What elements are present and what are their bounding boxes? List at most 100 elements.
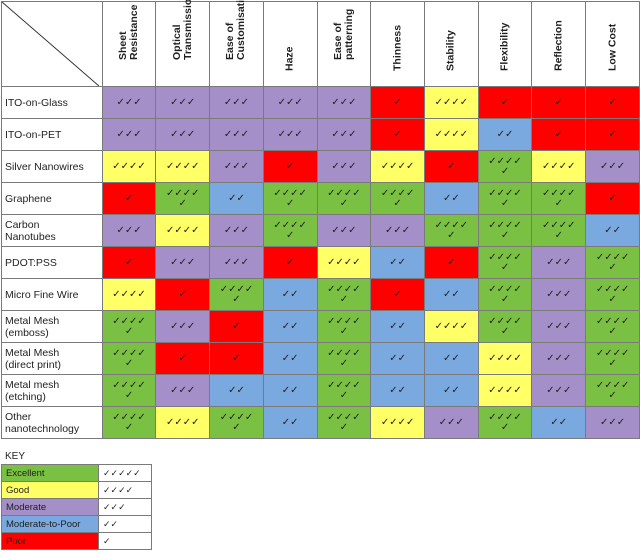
rating-cell: ✓✓ [423,342,479,375]
rating-cell: ✓ [531,118,587,151]
rating-cell: ✓✓✓ [531,374,587,407]
rating-cell: ✓✓✓ [531,310,587,343]
rating-cell: ✓ [370,86,425,119]
rating-cell: ✓✓✓✓ ✓ [101,342,157,375]
table-row: Silver Nanowires ✓✓✓✓ ✓✓✓✓ ✓✓✓ ✓ ✓✓✓ ✓✓✓✓ ✓ ✓✓✓✓… [1,150,640,183]
column-header: Haze [262,1,318,87]
rating-cell: ✓✓✓ [101,214,157,247]
rating-cell: ✓✓✓✓ ✓ [585,374,640,407]
rating-cell: ✓ [262,150,318,183]
rating-cell: ✓✓ [262,278,318,311]
rating-cell: ✓✓ [370,374,425,407]
rating-cell: ✓ [209,310,264,343]
rating-cell: ✓ [370,278,425,311]
rating-cell: ✓✓ [585,214,640,247]
rating-cell: ✓ [262,246,318,279]
rating-cell: ✓✓✓✓ ✓ [316,374,372,407]
rating-cell: ✓✓✓✓ ✓ [101,310,157,343]
rating-cell: ✓✓✓ [209,150,264,183]
table-row: ITO-on-PET ✓✓✓ ✓✓✓ ✓✓✓ ✓✓✓ ✓✓✓ ✓ ✓✓✓✓ ✓✓ ✓ ✓ [1,118,640,151]
key-row: Good ✓✓✓✓ [1,481,152,499]
row-label: PDOT:PSS [1,246,103,279]
rating-cell: ✓✓ [262,374,318,407]
rating-cell: ✓✓✓ [155,118,211,151]
rating-cell: ✓✓✓✓ ✓ [477,150,533,183]
rating-cell: ✓✓✓✓ ✓ [316,278,372,311]
rating-cell: ✓✓✓✓ [370,150,425,183]
rating-cell: ✓✓✓✓ [101,278,157,311]
table-row: Metal mesh (etching) ✓✓✓✓ ✓ ✓✓✓ ✓✓ ✓✓ ✓✓✓✓ ✓ ✓… [1,374,640,407]
rating-cell: ✓✓✓ [209,214,264,247]
key-label: Excellent [1,464,99,482]
rating-cell: ✓✓✓ [155,374,211,407]
key-row: Moderate-to-Poor ✓✓ [1,515,152,533]
rating-cell: ✓✓ [262,406,318,439]
key-label: Moderate [1,498,99,516]
column-header-label: Thinness [391,24,404,71]
rating-cell: ✓✓✓ [585,150,640,183]
rating-cell: ✓✓ [531,406,587,439]
key-marks: ✓✓✓✓ [98,481,152,499]
rating-cell: ✓✓✓✓ [423,310,479,343]
rating-cell: ✓✓✓✓ ✓ [585,342,640,375]
rating-cell: ✓ [370,118,425,151]
column-header-label: Sheet Resistance [117,4,141,60]
rating-cell: ✓ [101,246,157,279]
column-header: Stability [423,1,479,87]
rating-cell: ✓✓✓✓ ✓ [477,310,533,343]
rating-cell: ✓✓✓✓ ✓ [477,214,533,247]
rating-cell: ✓✓✓✓ [155,214,211,247]
row-label: ITO-on-Glass [1,86,103,119]
key-title: KEY [5,451,26,462]
rating-cell: ✓✓✓ [531,278,587,311]
key-row: Excellent ✓✓✓✓✓ [1,464,152,482]
rating-cell: ✓✓✓✓ ✓ [209,406,264,439]
table-row: Metal Mesh (direct print) ✓✓✓✓ ✓ ✓ ✓ ✓✓ ✓✓✓✓ … [1,342,640,375]
rating-cell: ✓✓✓✓ [423,118,479,151]
comparison-table: Sheet Resistance Optical Transmission Ease… [1,0,640,439]
rating-cell: ✓ [209,342,264,375]
rating-cell: ✓ [101,182,157,215]
row-label: Carbon Nanotubes [1,214,103,247]
rating-cell: ✓✓✓✓ [155,150,211,183]
rating-cell: ✓✓✓✓ [477,342,533,375]
column-header-label: Ease of Customisation [224,0,248,60]
corner-cell [1,1,103,87]
column-header-label: Ease of patterning [331,8,355,60]
column-header-label: Haze [283,46,296,71]
rating-cell: ✓✓ [370,342,425,375]
column-header-label: Low Cost [606,23,619,71]
column-header: Low Cost [585,1,640,87]
rating-cell: ✓✓✓ [262,86,318,119]
header-row: Sheet Resistance Optical Transmission Ease… [1,0,640,87]
key-row: Moderate ✓✓✓ [1,498,152,516]
rating-cell: ✓ [423,246,479,279]
rating-cell: ✓✓✓ [316,214,372,247]
rating-cell: ✓✓✓ [262,118,318,151]
row-label: Silver Nanowires [1,150,103,183]
rating-cell: ✓✓✓✓ [370,406,425,439]
column-header-label: Flexibility [498,22,511,71]
rating-cell: ✓✓✓✓ ✓ [423,214,479,247]
key-row: Poor ✓ [1,532,152,550]
rating-cell: ✓✓✓✓ ✓ [101,406,157,439]
rating-cell: ✓✓✓ [209,118,264,151]
rating-cell: ✓✓✓ [155,246,211,279]
table-row: Carbon Nanotubes ✓✓✓ ✓✓✓✓ ✓✓✓ ✓✓✓✓ ✓ ✓✓✓ ✓✓✓ ✓✓… [1,214,640,247]
rating-cell: ✓✓✓ [370,214,425,247]
table-row: ITO-on-Glass ✓✓✓ ✓✓✓ ✓✓✓ ✓✓✓ ✓✓✓ ✓ ✓✓✓✓ ✓ ✓ ✓ [1,86,640,119]
rating-cell: ✓ [155,342,211,375]
column-header: Reflection [531,1,587,87]
rating-cell: ✓✓ [370,310,425,343]
table-row: Metal Mesh (emboss) ✓✓✓✓ ✓ ✓✓✓ ✓ ✓✓ ✓✓✓✓ ✓ ✓✓ ✓… [1,310,640,343]
column-header-label: Reflection [552,20,565,71]
rating-cell: ✓✓✓ [316,118,372,151]
rating-cell: ✓✓✓ [209,246,264,279]
column-header-label: Optical Transmission [170,0,194,60]
rating-cell: ✓✓✓✓ ✓ [531,214,587,247]
key-table: Excellent ✓✓✓✓✓ Good ✓✓✓✓ Moderate ✓✓✓ Moderat… [1,464,152,550]
rating-cell: ✓✓✓✓ ✓ [477,406,533,439]
key-legend: KEY Excellent ✓✓✓✓✓ Good ✓✓✓✓ Moderate ✓✓✓ Mod… [1,451,152,550]
row-label: Graphene [1,182,103,215]
key-marks: ✓✓✓ [98,498,152,516]
